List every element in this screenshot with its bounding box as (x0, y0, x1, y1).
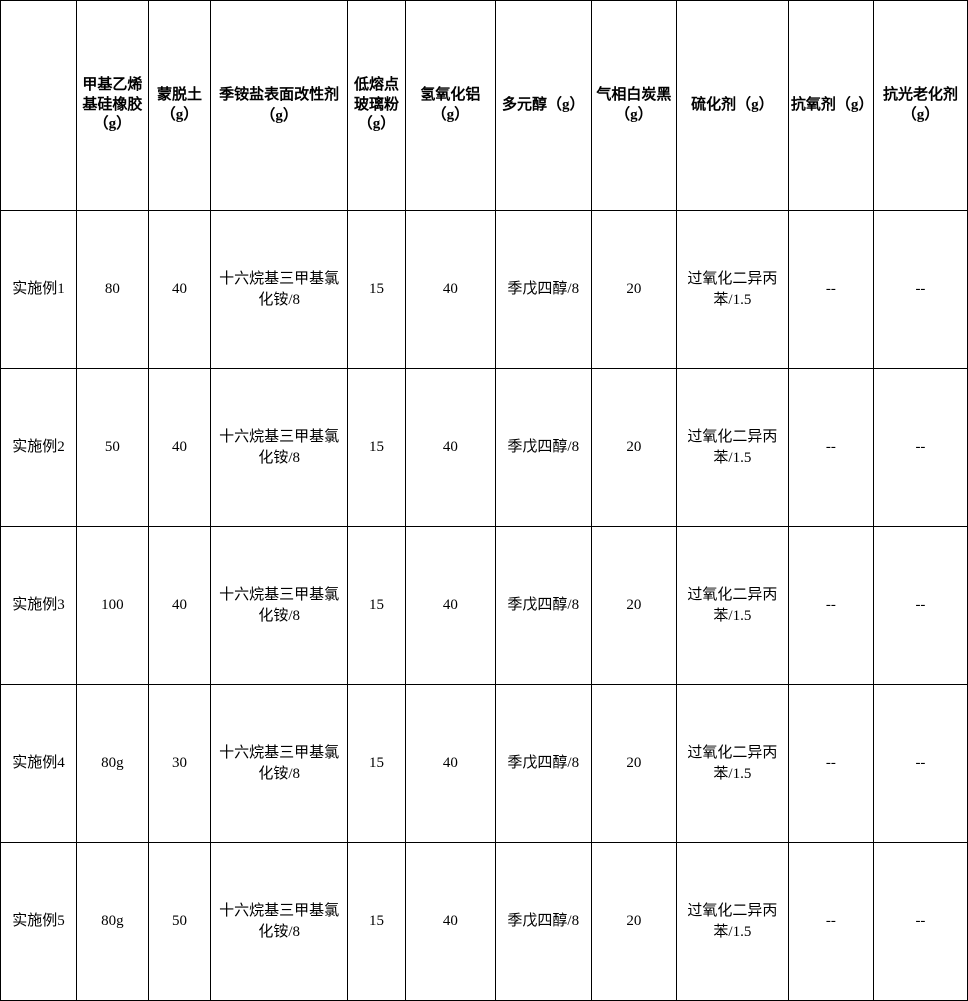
cell-value: 15 (347, 369, 405, 527)
table-row: 实施例4 80g 30 十六烷基三甲基氯化铵/8 15 40 季戊四醇/8 20… (1, 685, 968, 843)
composition-table: 甲基乙烯基硅橡胶（g） 蒙脱土（g） 季铵盐表面改性剂（g） 低熔点玻璃粉（g）… (0, 0, 968, 1001)
table-row: 实施例1 80 40 十六烷基三甲基氯化铵/8 15 40 季戊四醇/8 20 … (1, 211, 968, 369)
cell-value: 80g (77, 685, 149, 843)
row-label: 实施例5 (1, 843, 77, 1001)
row-label: 实施例1 (1, 211, 77, 369)
cell-value: 十六烷基三甲基氯化铵/8 (211, 685, 348, 843)
cell-value: 季戊四醇/8 (495, 685, 591, 843)
cell-value: 15 (347, 527, 405, 685)
cell-value: 季戊四醇/8 (495, 211, 591, 369)
header-antioxidant: 抗氧剂（g） (788, 1, 873, 211)
cell-value: -- (873, 685, 967, 843)
cell-value: 过氧化二异丙苯/1.5 (676, 685, 788, 843)
cell-value: 40 (148, 369, 211, 527)
cell-value: -- (788, 685, 873, 843)
row-label: 实施例4 (1, 685, 77, 843)
cell-value: 十六烷基三甲基氯化铵/8 (211, 843, 348, 1001)
cell-value: -- (788, 369, 873, 527)
row-label: 实施例2 (1, 369, 77, 527)
cell-value: 40 (406, 527, 496, 685)
cell-value: -- (788, 527, 873, 685)
cell-value: 40 (406, 211, 496, 369)
cell-value: 80 (77, 211, 149, 369)
cell-value: 十六烷基三甲基氯化铵/8 (211, 211, 348, 369)
table-body: 实施例1 80 40 十六烷基三甲基氯化铵/8 15 40 季戊四醇/8 20 … (1, 211, 968, 1001)
table-row: 实施例5 80g 50 十六烷基三甲基氯化铵/8 15 40 季戊四醇/8 20… (1, 843, 968, 1001)
cell-value: 十六烷基三甲基氯化铵/8 (211, 369, 348, 527)
row-label: 实施例3 (1, 527, 77, 685)
cell-value: 40 (406, 685, 496, 843)
header-aluminum-hydroxide: 氢氧化铝（g） (406, 1, 496, 211)
header-montmorillonite: 蒙脱土（g） (148, 1, 211, 211)
cell-value: 50 (77, 369, 149, 527)
header-quaternary-ammonium: 季铵盐表面改性剂（g） (211, 1, 348, 211)
cell-value: 十六烷基三甲基氯化铵/8 (211, 527, 348, 685)
cell-value: -- (873, 527, 967, 685)
cell-value: 季戊四醇/8 (495, 369, 591, 527)
header-glass-powder: 低熔点玻璃粉（g） (347, 1, 405, 211)
cell-value: 季戊四醇/8 (495, 527, 591, 685)
cell-value: 80g (77, 843, 149, 1001)
cell-value: 100 (77, 527, 149, 685)
cell-value: -- (788, 843, 873, 1001)
cell-value: 40 (148, 527, 211, 685)
cell-value: 30 (148, 685, 211, 843)
cell-value: -- (873, 211, 967, 369)
header-polyol: 多元醇（g） (495, 1, 591, 211)
cell-value: 过氧化二异丙苯/1.5 (676, 211, 788, 369)
cell-value: 40 (406, 369, 496, 527)
table-row: 实施例2 50 40 十六烷基三甲基氯化铵/8 15 40 季戊四醇/8 20 … (1, 369, 968, 527)
cell-value: 20 (591, 527, 676, 685)
header-blank (1, 1, 77, 211)
cell-value: 15 (347, 211, 405, 369)
cell-value: 15 (347, 843, 405, 1001)
cell-value: 过氧化二异丙苯/1.5 (676, 369, 788, 527)
cell-value: -- (873, 843, 967, 1001)
cell-value: 15 (347, 685, 405, 843)
table-header-row: 甲基乙烯基硅橡胶（g） 蒙脱土（g） 季铵盐表面改性剂（g） 低熔点玻璃粉（g）… (1, 1, 968, 211)
header-light-stabilizer: 抗光老化剂（g） (873, 1, 967, 211)
cell-value: 季戊四醇/8 (495, 843, 591, 1001)
cell-value: 50 (148, 843, 211, 1001)
header-silicone-rubber: 甲基乙烯基硅橡胶（g） (77, 1, 149, 211)
cell-value: -- (873, 369, 967, 527)
header-fumed-silica: 气相白炭黑（g） (591, 1, 676, 211)
cell-value: 20 (591, 369, 676, 527)
table-row: 实施例3 100 40 十六烷基三甲基氯化铵/8 15 40 季戊四醇/8 20… (1, 527, 968, 685)
cell-value: 20 (591, 843, 676, 1001)
cell-value: 20 (591, 685, 676, 843)
cell-value: -- (788, 211, 873, 369)
cell-value: 40 (406, 843, 496, 1001)
cell-value: 过氧化二异丙苯/1.5 (676, 527, 788, 685)
header-vulcanizing-agent: 硫化剂（g） (676, 1, 788, 211)
cell-value: 过氧化二异丙苯/1.5 (676, 843, 788, 1001)
cell-value: 40 (148, 211, 211, 369)
cell-value: 20 (591, 211, 676, 369)
